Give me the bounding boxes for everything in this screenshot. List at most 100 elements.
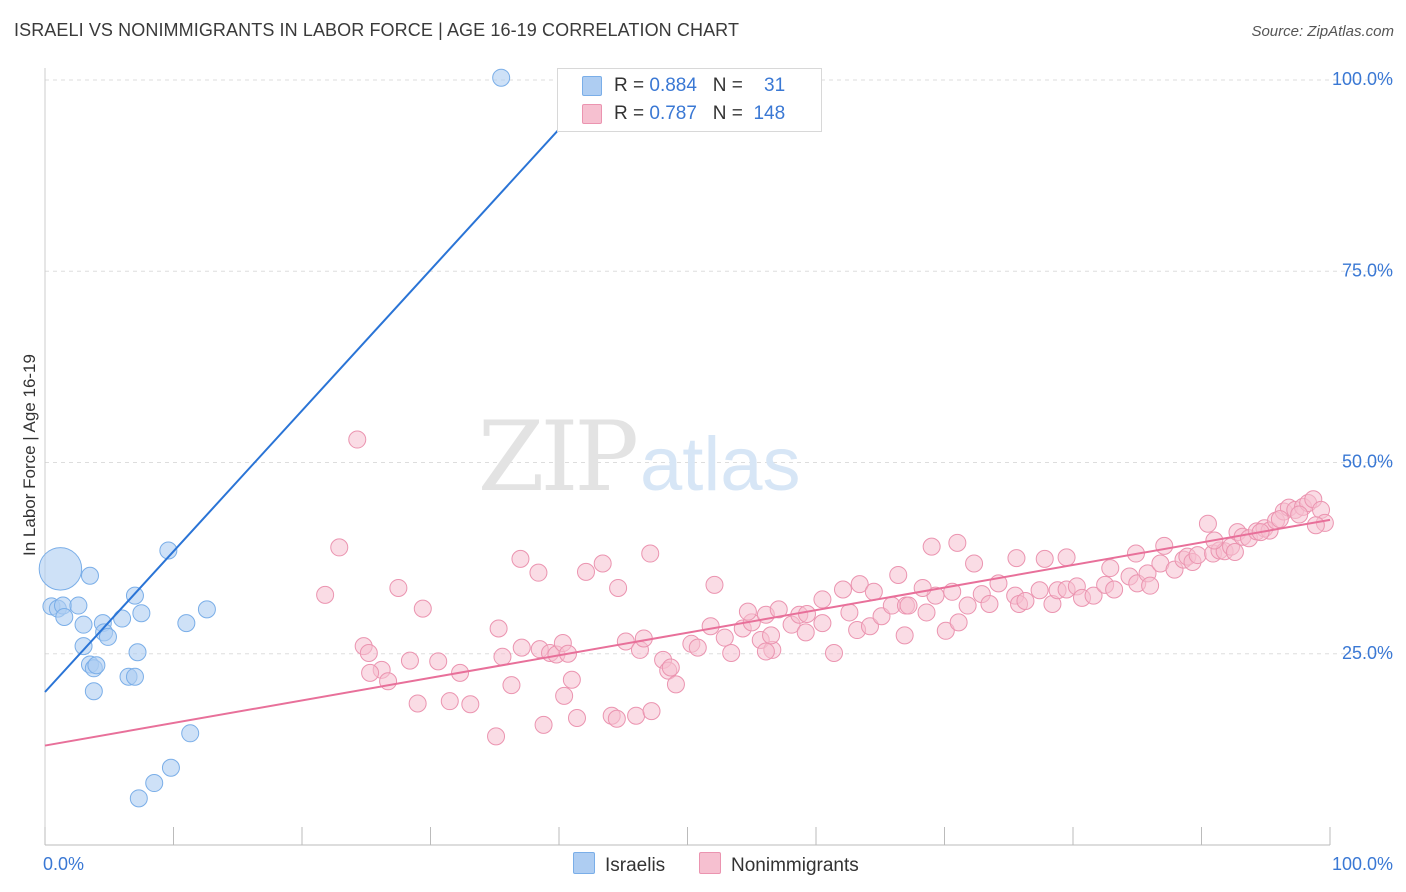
nonimmigrants-point [627, 706, 646, 725]
legend-r-label: R = [614, 103, 645, 124]
israelis-point [129, 789, 148, 808]
axes [44, 68, 1331, 846]
nonimmigrants-point [1101, 559, 1120, 578]
legend-r-label: R = [614, 75, 645, 96]
watermark-atlas: atlas [640, 422, 801, 507]
nonimmigrants-point [562, 670, 581, 689]
bottom-legend-nonimmigrants: Nonimmigrants [699, 852, 859, 877]
nonimmigrants-point [1188, 546, 1207, 565]
legend-n-value: 148 [753, 103, 786, 124]
source-credit: Source: ZipAtlas.com [1251, 23, 1394, 40]
nonimmigrants-point [762, 626, 781, 645]
israelis-point [69, 596, 88, 615]
nonimmigrants-swatch [582, 104, 602, 124]
nonimmigrants-point [958, 596, 977, 615]
watermark-zip: ZIP [478, 401, 637, 513]
nonimmigrants-point [1016, 591, 1035, 610]
nonimmigrants-point [641, 544, 660, 563]
nonimmigrants-point [512, 638, 531, 657]
israelis-swatch [582, 76, 602, 96]
legend-r-value: 0.884 [649, 75, 697, 96]
israelis-point [197, 600, 216, 619]
nonimmigrants-point [895, 626, 914, 645]
nonimmigrants-point [389, 578, 408, 597]
israelis-point [84, 682, 103, 701]
nonimmigrants-point [1270, 510, 1289, 529]
nonimmigrants-point [429, 652, 448, 671]
nonimmigrants-points [316, 430, 1334, 746]
nonimmigrants-point [1084, 586, 1103, 605]
nonimmigrants-point [534, 715, 553, 734]
nonimmigrants-point [1225, 543, 1244, 562]
israelis-point [113, 609, 132, 628]
nonimmigrants-point [1007, 549, 1026, 568]
nonimmigrants-point [860, 617, 879, 636]
nonimmigrants-point [738, 602, 757, 621]
nonimmigrants-point [361, 663, 380, 682]
nonimmigrants-point [813, 614, 832, 633]
israelis-point [159, 541, 178, 560]
nonimmigrants-point [840, 603, 859, 622]
israelis-point [74, 615, 93, 634]
israelis-point [145, 774, 164, 793]
nonimmigrants-point [1035, 549, 1054, 568]
x-tick-label: 100.0% [1332, 854, 1393, 874]
nonimmigrants-point [850, 575, 869, 594]
nonimmigrants-point [899, 596, 918, 615]
nonimmigrants-point [965, 554, 984, 573]
nonimmigrants-point [936, 621, 955, 640]
nonimmigrants-point [796, 623, 815, 642]
nonimmigrants-point [413, 599, 432, 618]
israelis-point [132, 604, 151, 623]
nonimmigrants-point [493, 647, 512, 666]
nonimmigrants-point [756, 642, 775, 661]
nonimmigrants-point [567, 709, 586, 728]
nonimmigrants-point [913, 578, 932, 597]
israelis-point [38, 547, 83, 591]
nonimmigrants-point [487, 727, 506, 746]
nonimmigrants-point [980, 595, 999, 614]
nonimmigrants-point [1105, 580, 1124, 599]
nonimmigrants-point [502, 676, 521, 695]
nonimmigrants-point [1057, 548, 1076, 567]
israelis-point [125, 586, 144, 605]
israelis-point [125, 667, 144, 686]
nonimmigrants-point [661, 658, 680, 677]
nonimmigrants-point [922, 537, 941, 556]
y-tick-label: 50.0% [1342, 452, 1393, 472]
nonimmigrants-point [316, 585, 335, 604]
nonimmigrants-point [813, 590, 832, 609]
israelis-point [492, 68, 511, 87]
israelis-points [38, 68, 608, 808]
nonimmigrants-point [1306, 516, 1325, 535]
nonimmigrants-point [824, 643, 843, 662]
y-tick-label: 25.0% [1342, 643, 1393, 663]
israelis-trend-line [44, 79, 605, 693]
nonimmigrants-legend-swatch [699, 852, 721, 874]
israelis-point [74, 637, 93, 656]
israelis-legend-label: Israelis [605, 855, 666, 876]
nonimmigrants-point [769, 600, 788, 619]
nonimmigrants-point [593, 554, 612, 573]
tick-labels: 25.0% 50.0% 75.0% 100.0% 0.0% 100.0% [43, 69, 1393, 874]
nonimmigrants-point [511, 549, 530, 568]
israelis-point [80, 566, 99, 585]
nonimmigrants-point [555, 686, 574, 705]
nonimmigrants-point [833, 580, 852, 599]
israelis-point [161, 758, 180, 777]
nonimmigrants-point [1290, 505, 1309, 524]
nonimmigrants-point [1198, 514, 1217, 533]
nonimmigrants-point [576, 562, 595, 581]
nonimmigrants-point [400, 651, 419, 670]
nonimmigrants-point [1030, 581, 1049, 600]
legend-r-value: 0.787 [649, 103, 697, 124]
nonimmigrants-point [1141, 576, 1160, 595]
nonimmigrants-point [408, 694, 427, 713]
israelis-point [55, 608, 74, 627]
legend-n-label: N = [712, 103, 743, 124]
israelis-point [128, 643, 147, 662]
nonimmigrants-point [330, 538, 349, 557]
nonimmigrants-point [701, 617, 720, 636]
trend-lines [44, 79, 1331, 747]
